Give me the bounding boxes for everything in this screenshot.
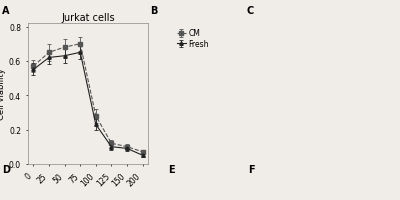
Text: F: F: [248, 164, 255, 174]
Text: D: D: [2, 164, 10, 174]
Text: E: E: [168, 164, 175, 174]
Text: A: A: [2, 6, 10, 16]
Text: B: B: [150, 6, 157, 16]
Legend: CM, Fresh: CM, Fresh: [175, 28, 210, 50]
Y-axis label: Cell viability: Cell viability: [0, 68, 6, 120]
Title: Jurkat cells: Jurkat cells: [61, 13, 115, 23]
Text: C: C: [247, 6, 254, 16]
